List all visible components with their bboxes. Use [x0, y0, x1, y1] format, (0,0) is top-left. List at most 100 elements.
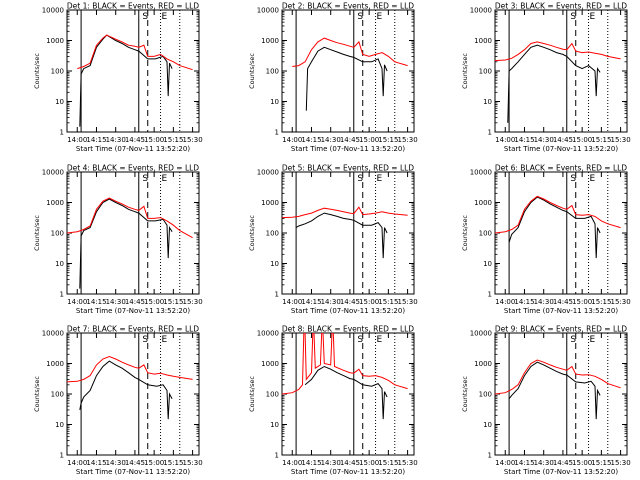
x-tick-label: 15:15: [591, 459, 611, 467]
x-tick-label: 15:30: [610, 298, 630, 306]
y-tick-label: 1000: [46, 37, 64, 45]
marker-label-S: S: [357, 12, 363, 22]
x-tick-label: 15:30: [182, 136, 202, 144]
plot-frame: [494, 9, 628, 133]
plot-frame: [66, 9, 200, 133]
x-tick-label: 15:15: [163, 298, 183, 306]
y-tick-label: 10000: [470, 169, 492, 177]
x-axis-label: Start Time (07-Nov-11 13:52:20): [504, 307, 618, 315]
y-tick-label: 10000: [42, 7, 64, 15]
y-tick-label: 100: [51, 230, 64, 238]
y-tick-label: 100: [266, 68, 279, 76]
panel-det-7: 1 10 100 1000 10000 14:00 14:15 14:30 14:45 15:00…: [33, 325, 203, 477]
x-tick-label: 15:30: [182, 459, 202, 467]
y-tick-label: 10000: [257, 7, 279, 15]
y-axis-label: Counts/sec: [248, 53, 256, 89]
x-axis-label: Start Time (07-Nov-11 13:52:20): [504, 468, 618, 476]
x-tick-label: 14:45: [125, 459, 145, 467]
x-tick-label: 14:45: [553, 136, 573, 144]
series-lld: [495, 359, 621, 395]
x-axis-label: Start Time (07-Nov-11 13:52:20): [291, 145, 405, 153]
x-tick-label: 14:15: [86, 136, 106, 144]
x-tick-label: 15:30: [397, 136, 417, 144]
panel-det-2: 1 10 100 1000 10000 14:00 14:15 14:30 14:45 15:00…: [248, 2, 418, 154]
x-tick-label: 15:15: [378, 136, 398, 144]
panel-det-5: 1 10 100 1000 10000 14:00 14:15 14:30 14:45 15:00…: [248, 164, 418, 316]
marker-label-S: S: [570, 174, 576, 184]
x-tick-label: 15:00: [572, 136, 592, 144]
x-tick-label: 14:15: [301, 136, 321, 144]
panel-title: Det 9: BLACK = Events, RED = LLD: [495, 325, 627, 334]
y-tick-label: 1000: [261, 199, 279, 207]
x-tick-label: 14:30: [321, 298, 341, 306]
y-axis-label: Counts/sec: [33, 376, 41, 412]
x-tick-label: 15:00: [572, 459, 592, 467]
x-tick-label: 14:30: [534, 136, 554, 144]
y-tick-label: 10: [483, 260, 492, 268]
y-tick-label: 1000: [474, 360, 492, 368]
y-tick-label: 100: [479, 68, 492, 76]
series-events: [295, 212, 388, 259]
x-tick-label: 14:15: [301, 298, 321, 306]
y-tick-label: 10: [483, 421, 492, 429]
y-tick-label: 1: [60, 452, 64, 460]
x-tick-label: 15:30: [397, 298, 417, 306]
y-tick-label: 1: [275, 291, 279, 299]
x-axis-label: Start Time (07-Nov-11 13:52:20): [291, 307, 405, 315]
y-tick-label: 1000: [474, 199, 492, 207]
x-tick-label: 14:15: [301, 459, 321, 467]
y-tick-label: 10: [55, 98, 64, 106]
series-events: [79, 34, 173, 127]
y-tick-label: 10: [483, 98, 492, 106]
x-tick-label: 15:30: [610, 136, 630, 144]
x-tick-label: 15:00: [144, 459, 164, 467]
y-tick-label: 1: [488, 129, 492, 137]
plot-frame: [281, 171, 415, 295]
y-tick-label: 10: [55, 421, 64, 429]
plot-frame: [66, 171, 200, 295]
panel-title: Det 6: BLACK = Events, RED = LLD: [495, 164, 627, 173]
panel-title: Det 3: BLACK = Events, RED = LLD: [495, 2, 627, 11]
series-events: [508, 196, 601, 259]
y-tick-label: 1: [60, 291, 64, 299]
y-axis-label: Counts/sec: [33, 215, 41, 251]
panel-det-4: 1 10 100 1000 10000 14:00 14:15 14:30 14:45 15:00…: [33, 164, 203, 316]
x-tick-label: 14:30: [321, 136, 341, 144]
y-tick-label: 10: [270, 260, 279, 268]
panel-det-9: 1 10 100 1000 10000 14:00 14:15 14:30 14:45 15:00…: [461, 325, 631, 477]
series-lld: [495, 195, 621, 234]
x-axis-label: Start Time (07-Nov-11 13:52:20): [76, 145, 190, 153]
x-tick-label: 14:30: [321, 459, 341, 467]
marker-label-S: S: [142, 12, 148, 22]
y-tick-label: 1: [275, 452, 279, 460]
plot-frame: [494, 332, 628, 456]
panel-det-6: 1 10 100 1000 10000 14:00 14:15 14:30 14:45 15:00…: [461, 164, 631, 316]
y-tick-label: 100: [266, 230, 279, 238]
y-tick-label: 10000: [470, 330, 492, 338]
marker-label-E: E: [377, 174, 383, 184]
y-tick-label: 1: [488, 452, 492, 460]
x-tick-label: 15:00: [144, 298, 164, 306]
y-tick-label: 1: [275, 129, 279, 137]
marker-label-E: E: [377, 12, 383, 22]
panel-det-3: 1 10 100 1000 10000 14:00 14:15 14:30 14:45 15:00…: [461, 2, 631, 154]
marker-label-E: E: [590, 174, 596, 184]
marker-label-S: S: [142, 174, 148, 184]
plot-frame: [281, 332, 415, 456]
x-axis-label: Start Time (07-Nov-11 13:52:20): [76, 468, 190, 476]
series-events: [507, 44, 601, 123]
y-tick-label: 100: [479, 230, 492, 238]
panel-det-8: 1 10 100 1000 10000 14:00 14:15 14:30 14:45 15:00…: [248, 325, 418, 477]
y-tick-label: 10000: [257, 330, 279, 338]
marker-label-E: E: [162, 335, 168, 345]
y-tick-label: 1000: [261, 37, 279, 45]
x-tick-label: 14:00: [282, 459, 302, 467]
x-tick-label: 15:15: [163, 136, 183, 144]
y-axis-label: Counts/sec: [461, 376, 469, 412]
y-tick-label: 1000: [46, 360, 64, 368]
marker-label-S: S: [570, 335, 576, 345]
x-tick-label: 14:00: [282, 298, 302, 306]
x-tick-label: 14:30: [534, 459, 554, 467]
x-tick-label: 14:45: [340, 298, 360, 306]
